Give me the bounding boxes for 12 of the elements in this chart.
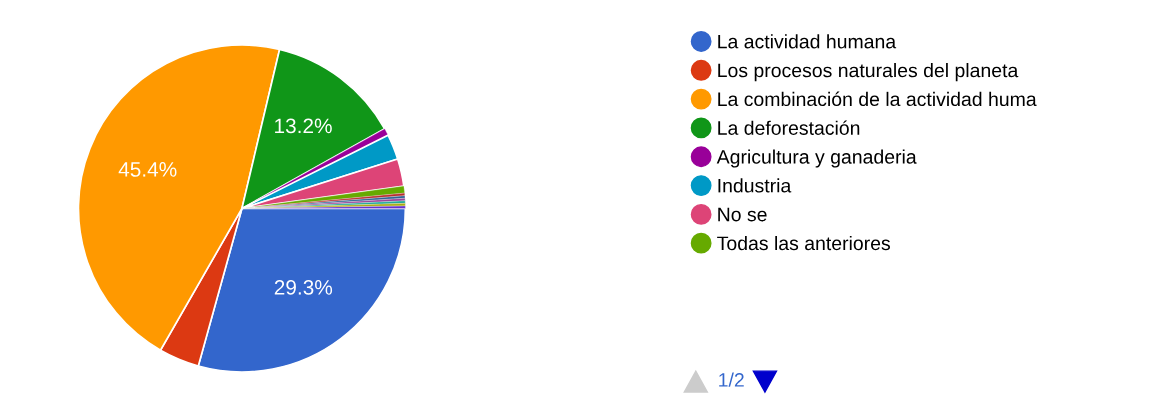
- legend-label: No se: [718, 207, 767, 222]
- legend-label: La actividad humana: [718, 34, 897, 49]
- legend-label: La deforestación: [718, 120, 860, 135]
- legend-label: Los procesos naturales del planeta: [718, 63, 1019, 82]
- legend-label: La combinación de la actividad huma: [718, 91, 1037, 107]
- legend-label: Industria: [718, 178, 792, 193]
- data-label: 29.3%: [274, 280, 333, 295]
- legend-label: Todas las anteriores: [717, 235, 890, 251]
- legend-label: Agricultura y ganaderia: [716, 149, 917, 168]
- data-label: 13.2%: [275, 118, 332, 134]
- data-label: 45.4%: [118, 162, 177, 177]
- text: 1/2: [719, 372, 744, 387]
